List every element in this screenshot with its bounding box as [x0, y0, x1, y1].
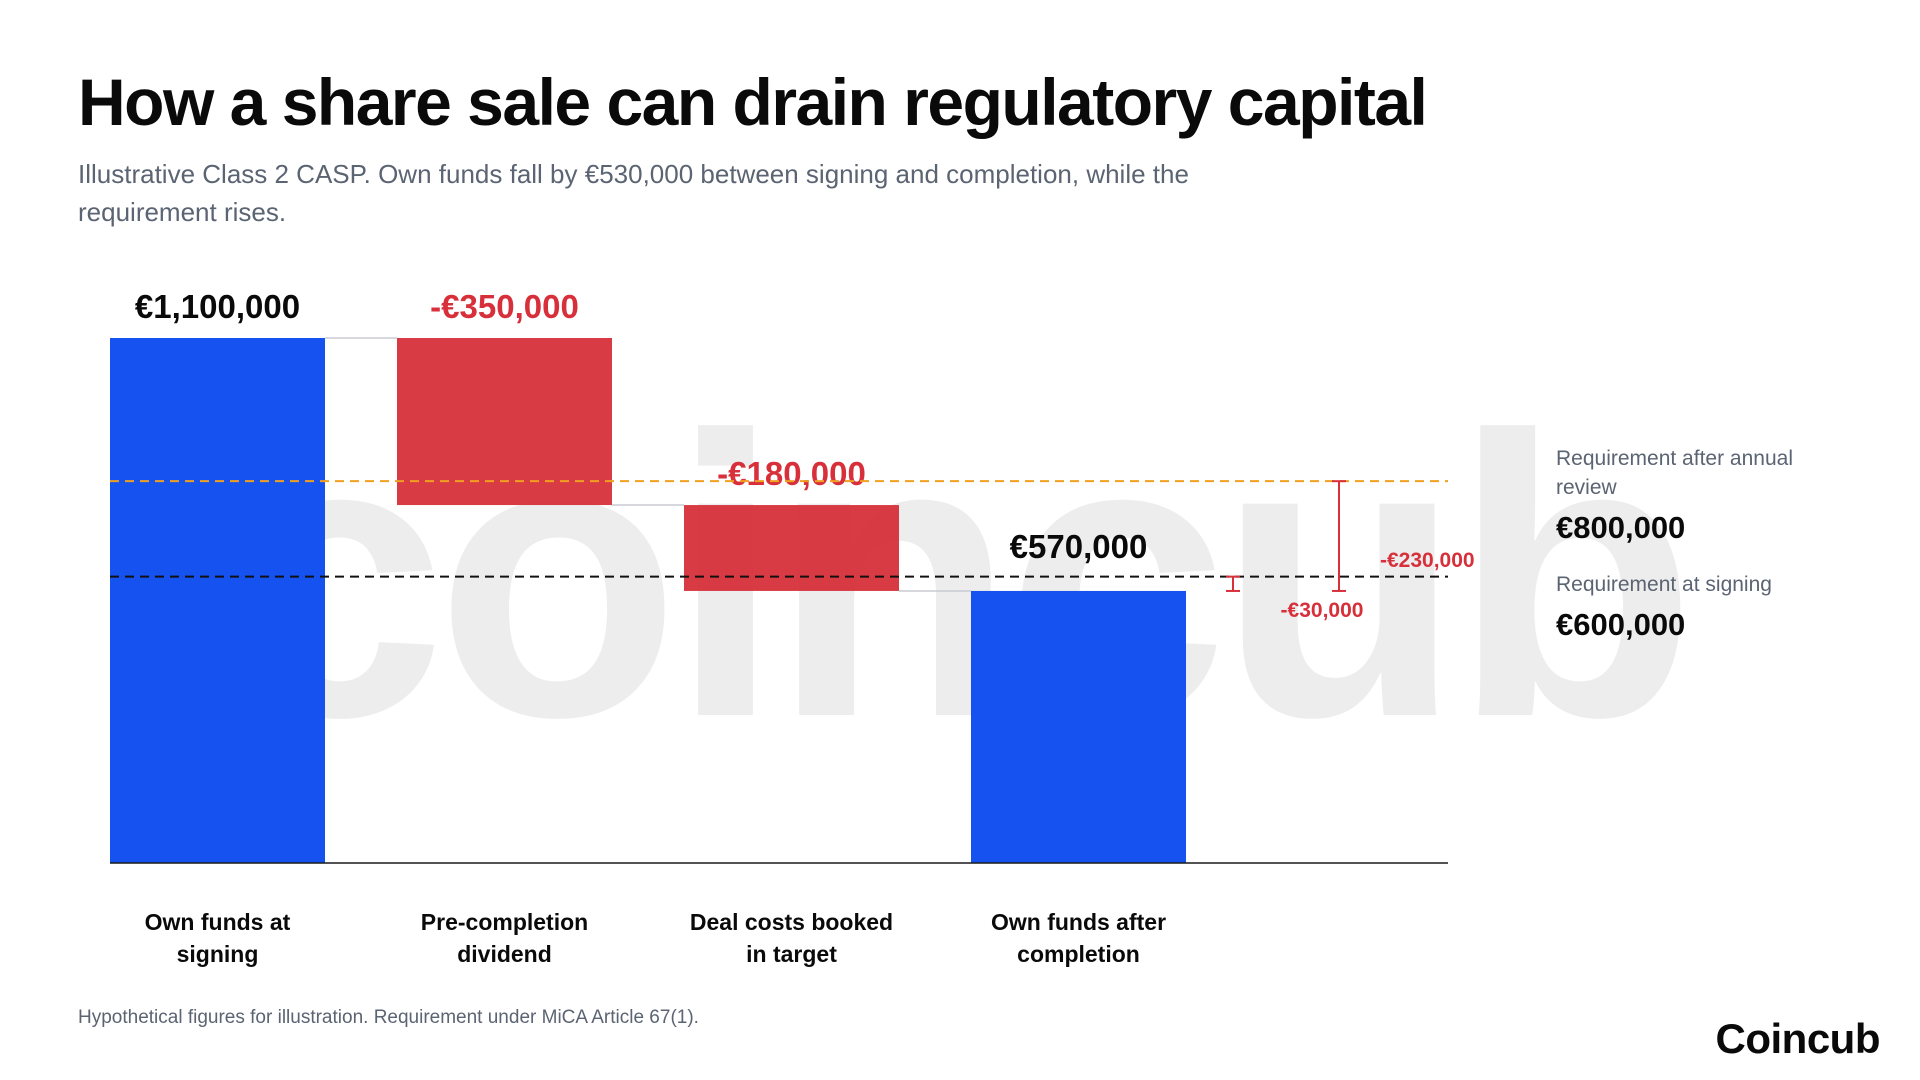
bar-value-label: -€350,000	[430, 288, 579, 325]
requirement-review-annotation: Requirement after annual review €800,000	[1556, 444, 1856, 546]
bar	[971, 590, 1186, 863]
bar	[684, 505, 899, 591]
requirement-review-label: Requirement after annual review	[1556, 447, 1793, 499]
footnote: Hypothetical figures for illustration. R…	[78, 1007, 699, 1028]
requirement-signing-annotation: Requirement at signing €600,000	[1556, 570, 1856, 643]
requirement-signing-label: Requirement at signing	[1556, 573, 1772, 596]
category-label: dividend	[457, 941, 552, 967]
category-label: Own funds at	[145, 909, 291, 935]
page-title: How a share sale can drain regulatory ca…	[78, 65, 1428, 139]
category-label: completion	[1017, 941, 1140, 967]
category-label: Own funds after	[991, 909, 1166, 935]
category-label: in target	[746, 941, 837, 967]
category-label: signing	[177, 941, 259, 967]
gap-label: -€30,000	[1281, 599, 1364, 622]
bar	[110, 338, 325, 863]
requirement-review-value: €800,000	[1556, 510, 1686, 545]
category-label: Pre-completion	[421, 909, 588, 935]
bar-value-label: €1,100,000	[135, 288, 300, 325]
bar	[397, 338, 612, 506]
coincub-logo: Coincub	[1715, 1015, 1881, 1062]
gap-label: -€230,000	[1380, 549, 1475, 572]
bar-value-label: €570,000	[1010, 528, 1148, 565]
requirement-signing-value: €600,000	[1556, 607, 1686, 642]
bar-value-label: -€180,000	[717, 455, 866, 492]
category-label: Deal costs booked	[690, 909, 893, 935]
page-subtitle: Illustrative Class 2 CASP. Own funds fal…	[78, 159, 1189, 227]
